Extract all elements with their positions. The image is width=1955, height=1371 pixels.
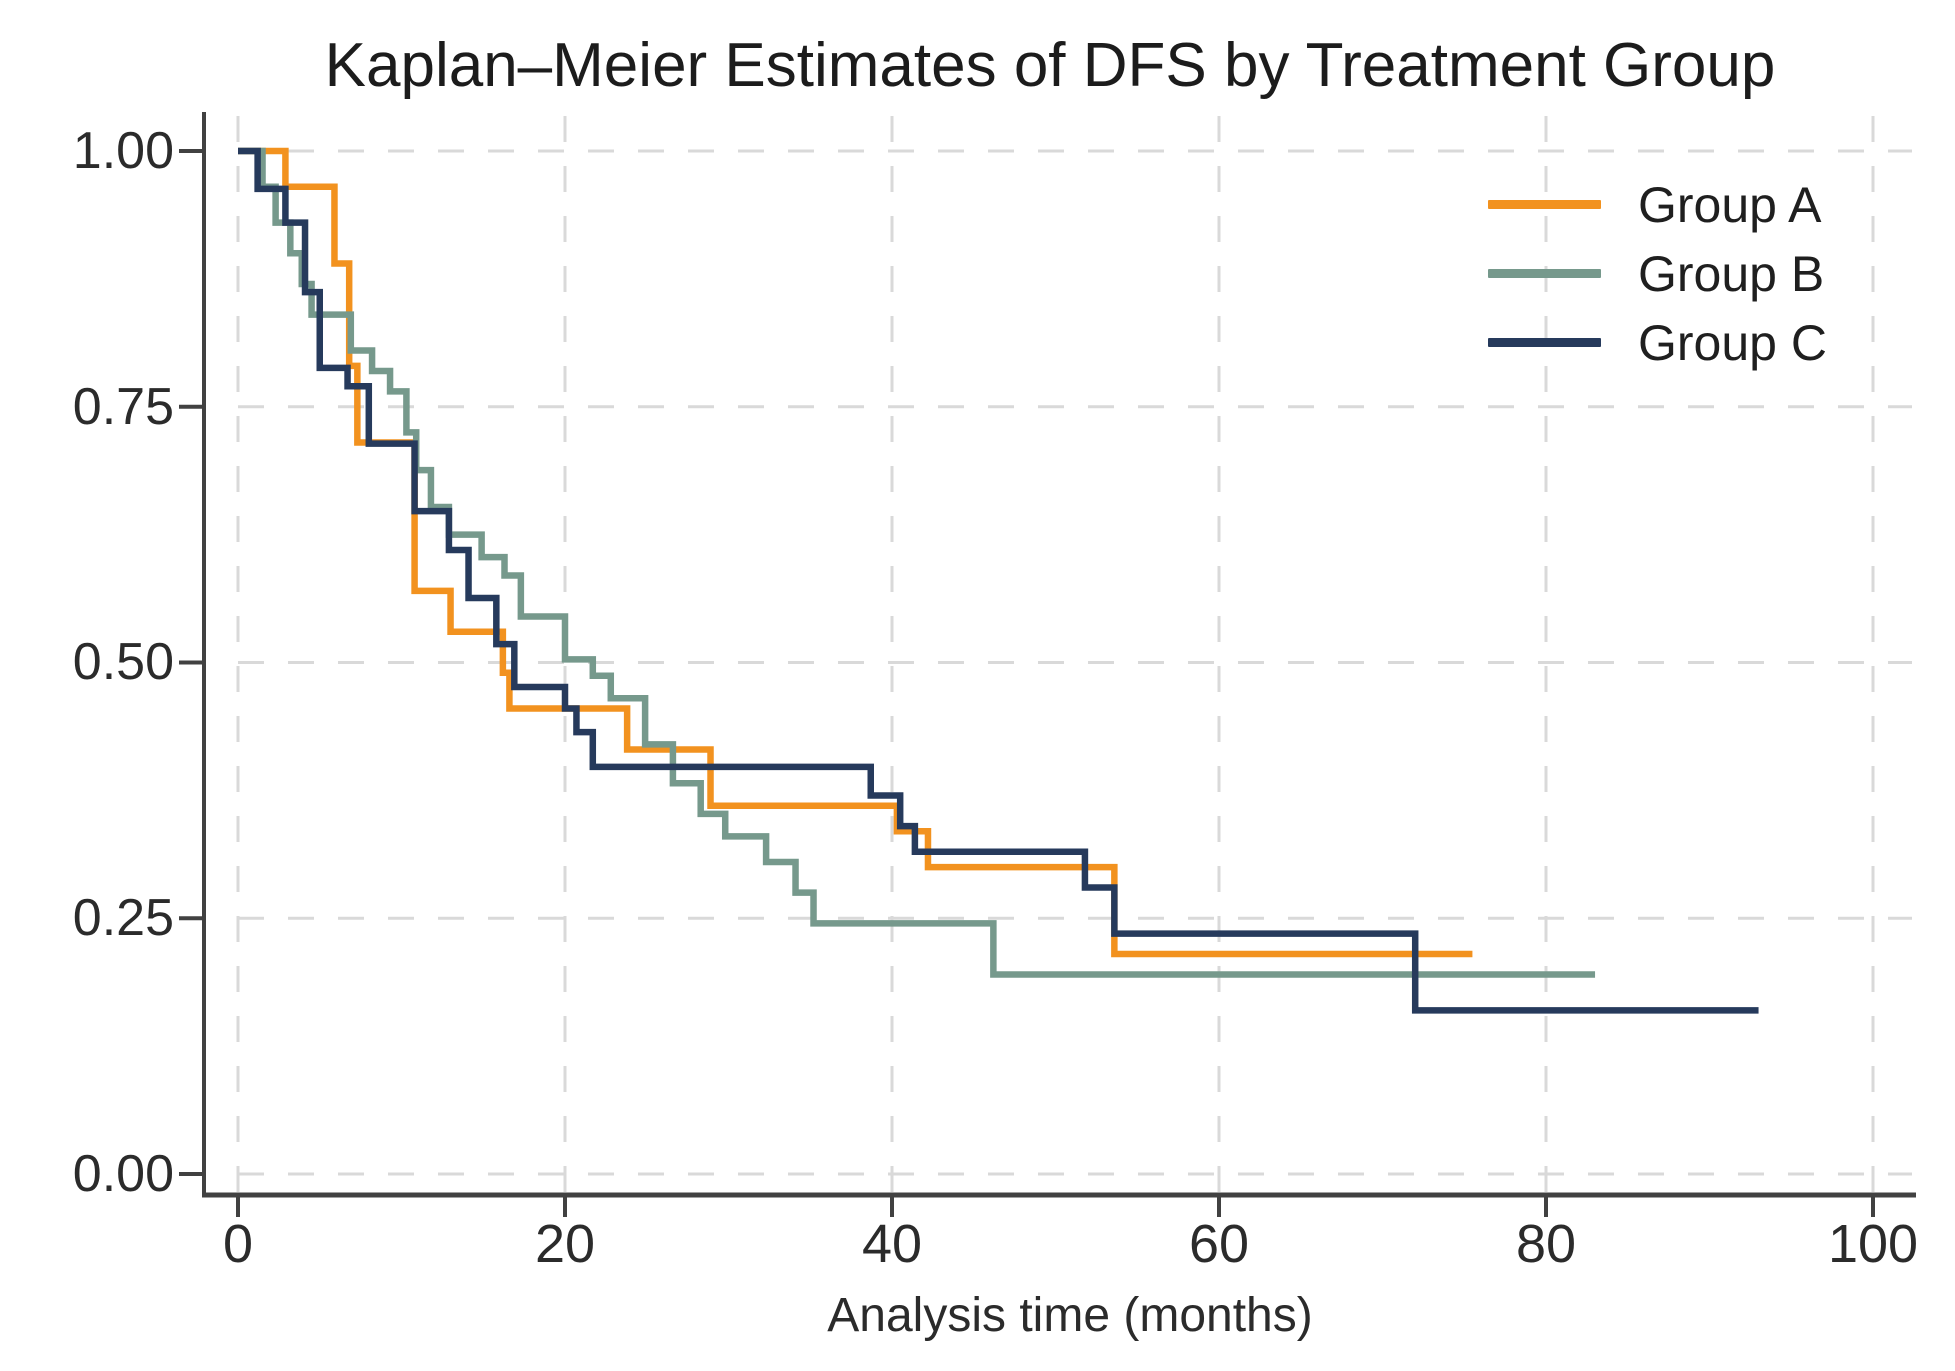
chart-title: Kaplan–Meier Estimates of DFS by Treatme… <box>324 31 1776 100</box>
legend-line-swatch-group-b-icon <box>1488 269 1601 278</box>
legend-item-group-b: Group B <box>1488 239 1827 308</box>
x-axis-tick-label-40: 40 <box>861 1214 923 1274</box>
km-curve-group-c <box>238 147 1759 1014</box>
legend-item-group-c: Group C <box>1488 308 1827 377</box>
y-axis-tick-label-1.00: 1.00 <box>72 122 174 180</box>
legend-line-swatch-group-c-icon <box>1488 338 1601 347</box>
x-axis-tick-label-100: 100 <box>1827 1214 1919 1274</box>
legend-item-group-a: Group A <box>1488 170 1827 239</box>
km-curve-group-a <box>238 147 1473 958</box>
legend-label-group-b: Group B <box>1638 245 1825 302</box>
y-axis-tick-label-0.50: 0.50 <box>72 633 174 691</box>
y-axis-tick-label-0.00: 0.00 <box>72 1145 174 1203</box>
legend-line-swatch-group-a-icon <box>1488 200 1601 209</box>
legend: Group A Group B Group C <box>1488 170 1827 377</box>
legend-label-group-a: Group A <box>1638 176 1822 233</box>
legend-label-group-c: Group C <box>1638 314 1827 371</box>
km-curve-group-b <box>238 147 1596 978</box>
y-axis-tick-label-0.25: 0.25 <box>72 889 174 947</box>
x-axis-tick-label-60: 60 <box>1188 1214 1250 1274</box>
x-axis-tick-label-80: 80 <box>1515 1214 1577 1274</box>
x-axis-title: Analysis time (months) <box>827 1289 1313 1342</box>
x-axis-tick-label-0: 0 <box>222 1214 254 1274</box>
y-axis-tick-label-0.75: 0.75 <box>72 378 174 436</box>
x-axis-tick-label-20: 20 <box>534 1214 596 1274</box>
